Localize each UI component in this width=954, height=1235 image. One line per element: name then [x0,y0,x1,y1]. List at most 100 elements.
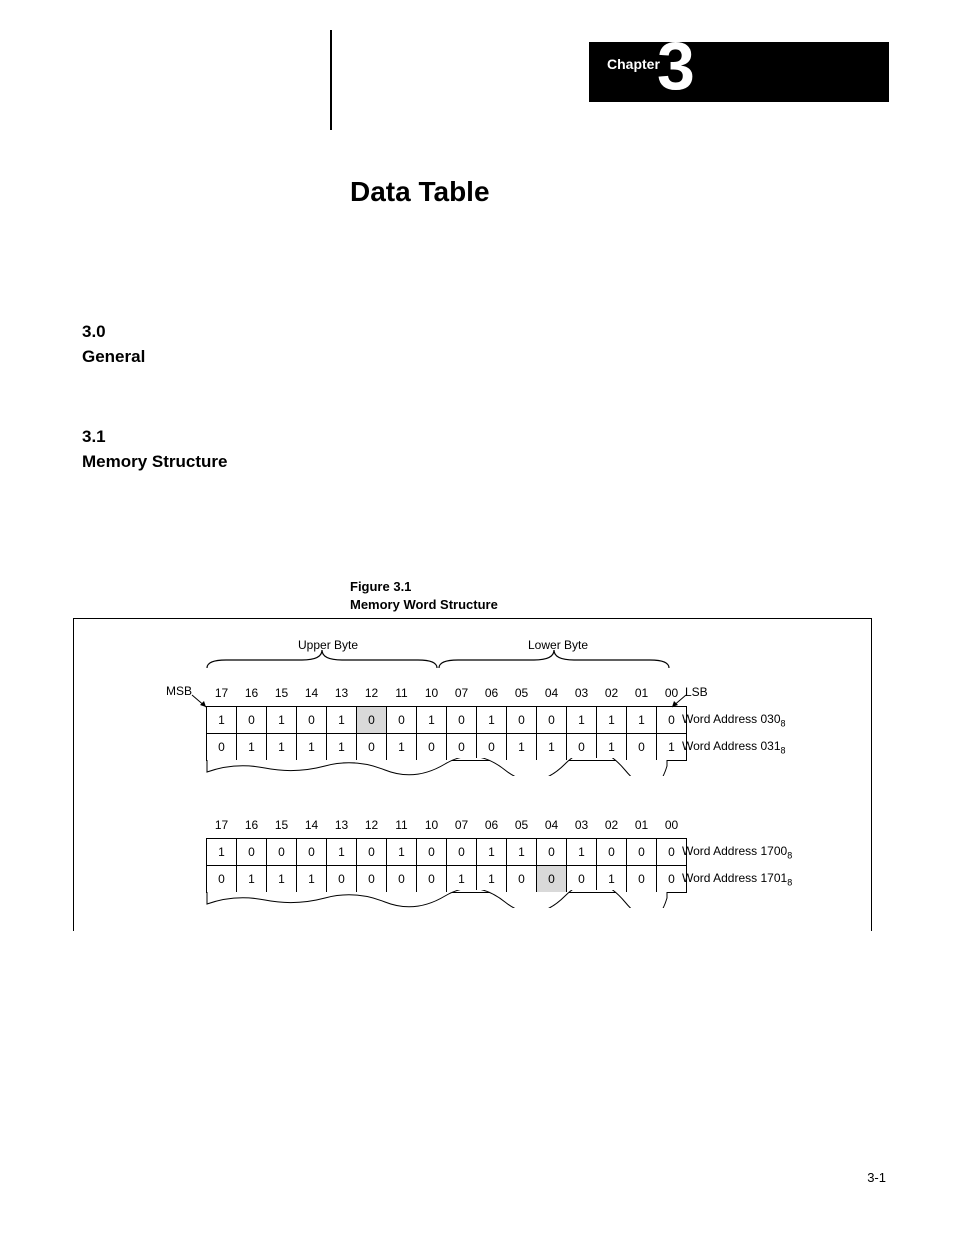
bit-cell: 1 [387,734,417,761]
bit-header-cell: 10 [417,812,447,839]
bit-cell: 0 [567,734,597,761]
section-3-1: 3.1 Memory Structure [82,425,227,474]
bit-cell: 1 [597,707,627,734]
bit-cell: 1 [327,707,357,734]
memory-table-2: 1716151413121110070605040302010010001010… [206,812,687,893]
bit-cell: 0 [297,839,327,866]
section-number: 3.1 [82,425,227,450]
bit-header-cell: 14 [297,680,327,707]
bit-header-cell: 10 [417,680,447,707]
bit-header-cell: 01 [627,812,657,839]
bit-cell: 1 [537,734,567,761]
bit-header-cell: 16 [237,680,267,707]
bit-cell: 0 [447,707,477,734]
word-address-1701: Word Address 17018 [682,871,792,887]
word-address-031: Word Address 0318 [682,739,786,755]
bit-cell: 1 [207,839,237,866]
bit-cell: 0 [417,839,447,866]
bit-cell: 1 [597,866,627,893]
bit-cell: 0 [597,839,627,866]
bit-header-cell: 02 [597,680,627,707]
word-address-030: Word Address 0308 [682,712,786,728]
bit-header-cell: 17 [207,812,237,839]
bit-cell: 0 [207,734,237,761]
upper-byte-label: Upper Byte [298,638,358,652]
bit-cell: 0 [357,866,387,893]
bit-cell: 0 [417,734,447,761]
lower-byte-label: Lower Byte [528,638,588,652]
bit-cell: 0 [477,734,507,761]
bit-cell: 0 [357,734,387,761]
section-3-0: 3.0 General [82,320,145,369]
bit-cell: 1 [507,734,537,761]
vertical-rule [330,30,332,130]
bit-cell: 0 [387,866,417,893]
bit-header-cell: 00 [657,812,687,839]
bit-header-cell: 15 [267,680,297,707]
bit-header-cell: 02 [597,812,627,839]
bit-data-row: 1010100101001110 [207,707,687,734]
bit-header-cell: 04 [537,812,567,839]
bit-cell: 0 [627,734,657,761]
bit-header-cell: 12 [357,680,387,707]
bit-cell: 1 [507,839,537,866]
bit-cell: 0 [207,866,237,893]
bit-cell: 1 [477,839,507,866]
bit-cell: 0 [387,707,417,734]
chapter-label: Chapter [607,56,660,72]
figure-caption: Figure 3.1 Memory Word Structure [350,578,498,613]
bit-cell: 0 [357,707,387,734]
bit-cell: 0 [267,839,297,866]
bit-header-cell: 01 [627,680,657,707]
bit-cell: 1 [237,734,267,761]
bit-cell: 1 [267,866,297,893]
bit-cell: 0 [627,839,657,866]
figure-number: Figure 3.1 [350,578,498,596]
bit-header-cell: 13 [327,812,357,839]
bit-cell: 0 [297,707,327,734]
section-name: General [82,345,145,370]
bit-cell: 1 [477,707,507,734]
bit-header-cell: 06 [477,812,507,839]
bit-cell: 0 [627,866,657,893]
bit-header-cell: 06 [477,680,507,707]
section-name: Memory Structure [82,450,227,475]
bit-header-row: 17161514131211100706050403020100 [207,680,687,707]
lsb-label: LSB [685,685,708,699]
bit-cell: 1 [447,866,477,893]
bit-cell: 1 [267,734,297,761]
chapter-number: 3 [657,32,695,100]
msb-label: MSB [166,684,192,698]
bit-header-cell: 00 [657,680,687,707]
bit-cell: 0 [537,707,567,734]
bit-cell: 1 [627,707,657,734]
memory-table-1: 1716151413121110070605040302010010101001… [206,680,687,761]
bit-data-row: 0111000011000100 [207,866,687,893]
bit-cell: 1 [327,734,357,761]
bit-cell: 0 [237,707,267,734]
bit-cell: 0 [507,707,537,734]
bit-data-row: 1000101001101000 [207,839,687,866]
bit-cell: 0 [417,866,447,893]
bit-cell: 1 [327,839,357,866]
bit-cell: 1 [417,707,447,734]
section-number: 3.0 [82,320,145,345]
bit-cell: 1 [477,866,507,893]
bit-cell: 0 [447,839,477,866]
chapter-banner: Chapter 3 [589,42,889,102]
bit-header-cell: 11 [387,680,417,707]
figure-title: Memory Word Structure [350,596,498,614]
bit-header-row: 17161514131211100706050403020100 [207,812,687,839]
chapter-title: Data Table [350,176,490,208]
bit-cell: 1 [297,866,327,893]
page-number: 3-1 [867,1170,886,1185]
bit-header-cell: 13 [327,680,357,707]
bit-header-cell: 05 [507,680,537,707]
bit-cell: 1 [597,734,627,761]
bit-cell: 0 [567,866,597,893]
bit-header-cell: 03 [567,812,597,839]
bit-header-cell: 07 [447,680,477,707]
bit-header-cell: 15 [267,812,297,839]
bit-header-cell: 07 [447,812,477,839]
bit-cell: 1 [267,707,297,734]
